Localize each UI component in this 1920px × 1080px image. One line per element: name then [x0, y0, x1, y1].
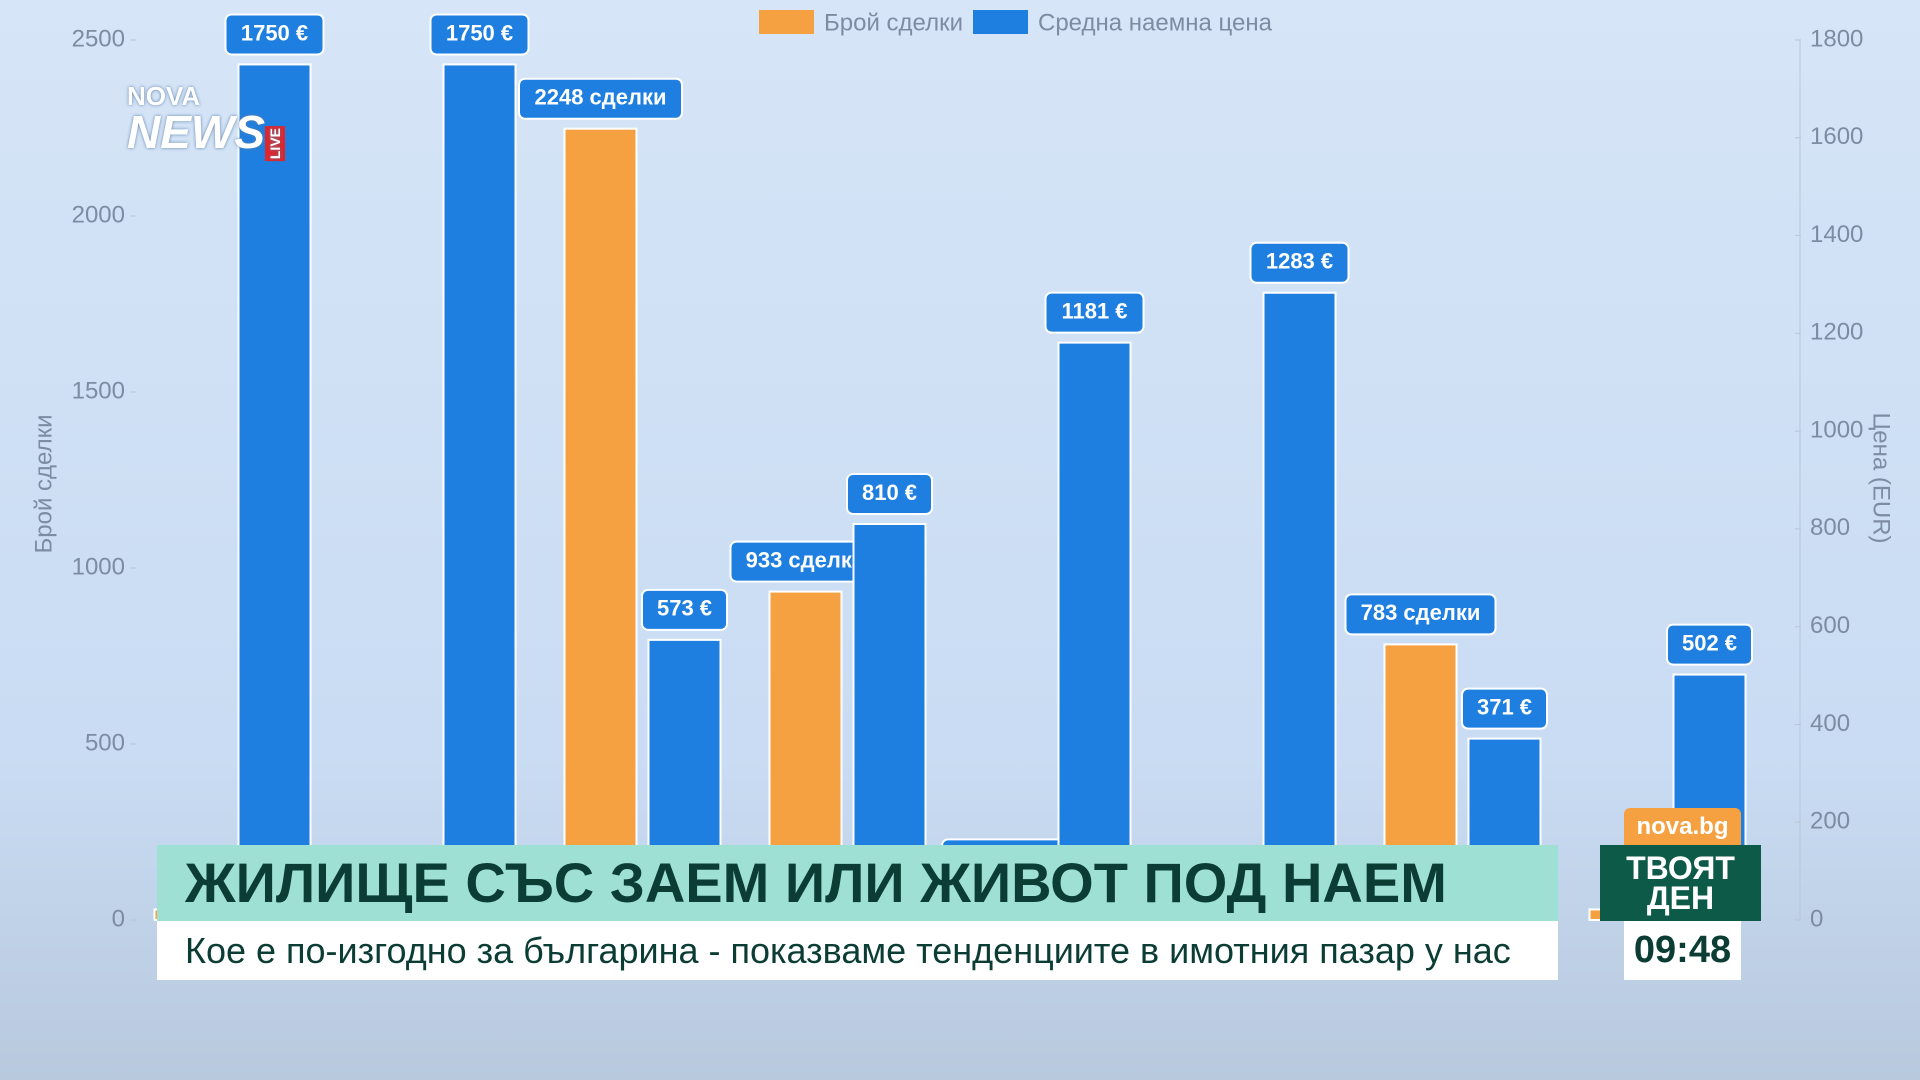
y2-tick-label: 1200	[1810, 319, 1863, 346]
label-box	[1344, 593, 1497, 636]
value-label: 1283 €	[1266, 249, 1333, 274]
label-box	[1666, 623, 1753, 666]
bar	[1057, 341, 1132, 922]
y2-tick-label: 600	[1810, 612, 1850, 639]
value-label: 2248 сделки	[535, 85, 667, 110]
logo-brand: NOVA	[127, 81, 201, 111]
label-box	[1461, 687, 1548, 730]
value-label: 371 €	[1477, 694, 1532, 719]
y-tick-label: 500	[85, 729, 125, 756]
show-name: ТВОЯТ ДЕН	[1600, 845, 1761, 921]
y-tick-label: 1500	[72, 377, 125, 404]
label-box	[641, 588, 728, 631]
label-box	[224, 13, 325, 56]
bar	[563, 127, 638, 922]
label-box	[1249, 241, 1350, 284]
y-tick-label: 0	[112, 905, 125, 932]
value-label: 783 сделки	[1361, 600, 1481, 625]
logo-badge: LIVE	[265, 126, 285, 162]
subheadline: Кое е по-изгодно за българина - показвам…	[157, 921, 1558, 980]
clock: 09:48	[1624, 921, 1741, 980]
bar	[442, 63, 517, 921]
y-axis-title: Брой сделки	[30, 415, 57, 554]
y2-tick-label: 1000	[1810, 416, 1863, 443]
y2-tick-label: 1400	[1810, 221, 1863, 248]
label-box	[846, 473, 933, 515]
logo-name: NEWS	[127, 106, 265, 158]
y-tick-label: 2000	[72, 201, 125, 228]
value-label: 1750 €	[446, 20, 513, 45]
y2-tick-label: 1600	[1810, 123, 1863, 150]
value-label: 502 €	[1682, 630, 1737, 655]
value-label: 1181 €	[1061, 298, 1127, 323]
headline: ЖИЛИЩЕ СЪС ЗАЕМ ИЛИ ЖИВОТ ПОД НАЕМ	[157, 845, 1558, 921]
y2-tick-label: 1800	[1810, 25, 1863, 52]
label-box	[1044, 291, 1145, 334]
legend-label: Брой сделки	[824, 9, 963, 36]
bar	[237, 63, 312, 921]
legend-swatch	[973, 10, 1028, 34]
bar	[1262, 291, 1337, 921]
logo: NOVA NEWS LIVE	[127, 81, 285, 162]
legend-swatch	[759, 10, 814, 34]
site: nova.bg	[1624, 808, 1741, 845]
y2-tick-label: 0	[1810, 905, 1823, 932]
y2-tick-label: 400	[1810, 710, 1850, 737]
value-label: 933 сделки	[746, 547, 866, 572]
label-box	[518, 77, 683, 120]
y2-axis-title: Цена (EUR)	[1868, 412, 1895, 543]
value-label: 810 €	[862, 480, 917, 505]
y2-tick-label: 800	[1810, 514, 1850, 541]
value-label: 573 €	[657, 596, 712, 621]
label-box	[429, 13, 530, 56]
y-tick-label: 2500	[72, 25, 125, 52]
y-tick-label: 1000	[72, 553, 125, 580]
value-label: 1750 €	[241, 20, 308, 45]
y2-tick-label: 200	[1810, 808, 1850, 835]
legend-label: Средна наемна цена	[1038, 9, 1273, 36]
